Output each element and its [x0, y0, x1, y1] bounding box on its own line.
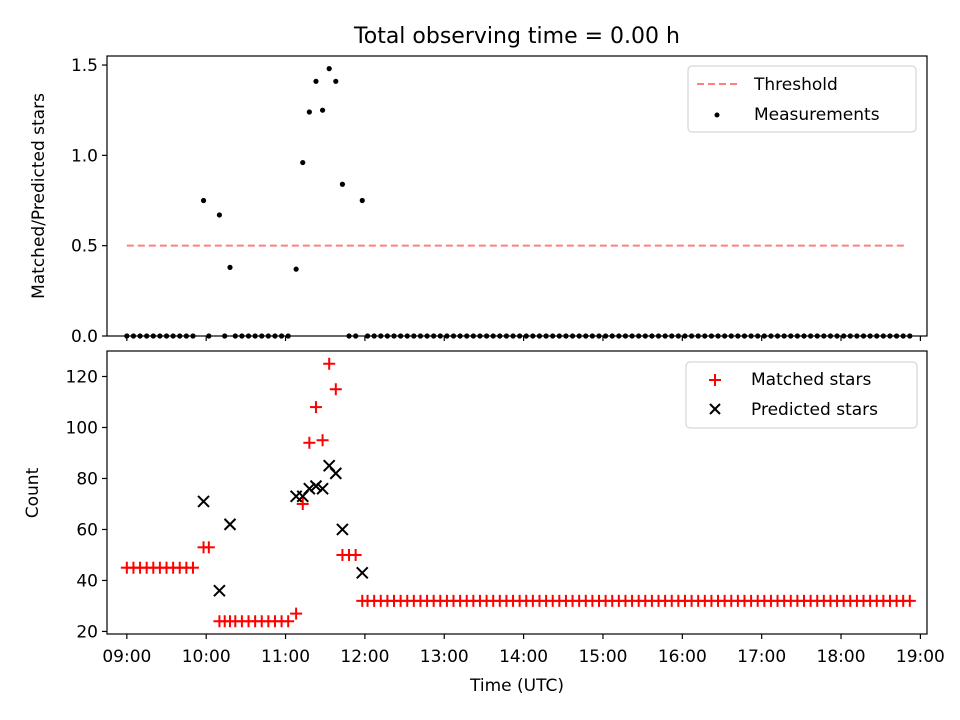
bottom-y-axis-label: Count [23, 467, 43, 518]
top-axes-frame [106, 55, 928, 337]
bottom-y-tick-label: 100 [66, 418, 98, 438]
measurements-legend-swatch [714, 112, 720, 118]
bottom-y-axis: 20 40 60 80 100 120 [66, 367, 107, 642]
predicted-star-point [197, 495, 210, 508]
matched-star-point [329, 383, 342, 396]
top-y-tick-label: 1.5 [71, 56, 98, 76]
bottom-plot-area [120, 357, 916, 628]
top-legend-box [687, 65, 917, 133]
measurement-point [359, 197, 365, 204]
top-y-tick-label: 0.0 [71, 327, 98, 347]
bottom-x-tick-label: 17:00 [737, 647, 786, 667]
bottom-axes-frame [106, 350, 928, 635]
predicted-star-point [316, 482, 329, 495]
bottom-x-tick-label: 19:00 [896, 647, 945, 667]
matched-star-point [186, 561, 199, 574]
bottom-x-tick-label: 09:00 [102, 647, 151, 667]
predicted-star-point [356, 566, 369, 580]
bottom-x-axis: 09:00 10:00 11:00 12:00 13:00 14:00 15:00 16:00… [102, 634, 945, 667]
bottom-x-tick-label: 12:00 [340, 647, 389, 667]
matched-stars-legend-swatch [709, 374, 721, 386]
bottom-x-tick-label: 11:00 [261, 647, 310, 667]
bottom-x-tick-label: 16:00 [658, 647, 707, 667]
measurement-point [326, 66, 332, 72]
bottom-legend: Matched stars Predicted stars [685, 361, 918, 429]
bottom-x-tick-label: 15:00 [578, 647, 627, 667]
matched-stars-legend-label: Matched stars [751, 370, 871, 390]
measurement-point [293, 266, 299, 272]
measurement-point [216, 212, 223, 218]
bottom-x-tick-label: 13:00 [420, 647, 469, 667]
matched-star-point [282, 615, 295, 628]
top-y-axis: 0.0 0.5 1.0 1.5 [71, 56, 107, 347]
matched-star-point [202, 541, 215, 554]
matched-star-point [296, 497, 309, 510]
bottom-x-tick-label: 18:00 [817, 647, 866, 667]
matched-star-point [316, 434, 329, 447]
top-y-tick-label: 1.0 [71, 146, 98, 166]
predicted-star-point [329, 467, 343, 480]
predicted-star-point [336, 523, 349, 536]
bottom-legend-box [685, 361, 918, 429]
measurement-point [319, 107, 326, 113]
top-y-axis-label: Matched/Predicted stars [29, 93, 49, 299]
measurement-point [333, 78, 339, 84]
bottom-y-tick-label: 40 [76, 571, 98, 591]
bottom-y-tick-label: 20 [76, 622, 98, 642]
measurement-point [227, 264, 233, 270]
matched-star-point [309, 401, 322, 414]
measurement-point [313, 78, 319, 84]
x-axis-label: Time (UTC) [469, 676, 564, 696]
measurement-point [339, 181, 346, 187]
predicted-star-point [213, 584, 226, 597]
bottom-x-tick-label: 10:00 [182, 647, 231, 667]
top-y-tick-label: 0.5 [71, 237, 98, 257]
predicted-star-point [309, 479, 323, 493]
matched-star-point [303, 436, 316, 449]
top-panel: 0.0 0.5 1.0 1.5 Matched/Predicted stars Thr… [29, 55, 928, 347]
bottom-x-tick-label: 14:00 [499, 647, 548, 667]
figure-title: Total observing time = 0.00 h [353, 24, 680, 49]
predicted-stars-legend-label: Predicted stars [751, 400, 878, 420]
bottom-y-tick-label: 80 [76, 469, 98, 489]
predicted-stars-legend-swatch [709, 403, 721, 415]
matched-star-point [903, 594, 916, 607]
predicted-star-point [303, 482, 316, 495]
measurement-point [306, 109, 312, 115]
bottom-y-tick-label: 60 [76, 520, 98, 540]
threshold-legend-label: Threshold [753, 75, 838, 95]
measurement-point [300, 159, 306, 166]
top-legend: Threshold Measurements [687, 65, 917, 133]
measurement-point [200, 197, 207, 204]
bottom-y-tick-label: 120 [66, 367, 98, 387]
matched-star-point [323, 357, 336, 370]
matched-star-point [349, 548, 362, 561]
predicted-star-point [223, 518, 237, 531]
bottom-panel: 20 40 60 80 100 120 09:00 10:00 11:00 12:00 13:00… [23, 350, 945, 696]
matched-star-point [290, 607, 303, 620]
measurements-legend-label: Measurements [754, 105, 880, 125]
